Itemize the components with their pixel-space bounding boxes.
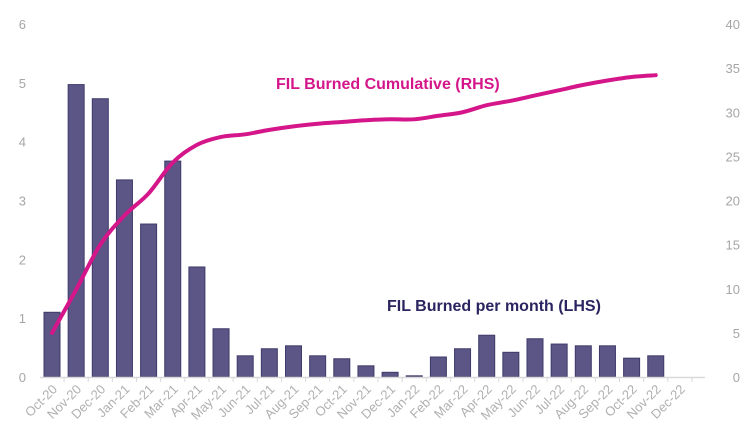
bar-may-21 <box>212 328 230 378</box>
right-tick-label: 10 <box>726 282 740 297</box>
bar-feb-21 <box>140 223 158 378</box>
bar-sep-22 <box>598 345 616 378</box>
right-tick-label: 15 <box>726 238 740 253</box>
bar-sep-21 <box>309 355 327 378</box>
line-series-label: FIL Burned Cumulative (RHS) <box>276 76 500 93</box>
left-tick-label: 1 <box>19 311 26 326</box>
right-tick-label: 40 <box>726 17 740 32</box>
cumulative-line <box>50 73 658 335</box>
right-tick-label: 20 <box>726 194 740 209</box>
bar-may-22 <box>502 351 520 378</box>
left-tick-label: 5 <box>19 76 26 91</box>
bar-series-label: FIL Burned per month (LHS) <box>387 298 601 315</box>
right-tick-label: 30 <box>726 105 740 120</box>
right-tick-label: 25 <box>726 149 740 164</box>
bar-oct-22 <box>623 357 641 378</box>
right-axis: 0 5 10 15 20 25 30 35 40 <box>726 17 740 385</box>
left-tick-label: 4 <box>19 135 26 150</box>
bar-aug-22 <box>574 345 592 378</box>
left-tick-label: 6 <box>19 17 26 32</box>
bar-oct-21 <box>333 358 351 378</box>
bar-mar-21 <box>164 160 182 378</box>
x-axis: Oct-20Nov-20Dec-20Jan-21Feb-21Mar-21Apr-… <box>22 377 693 423</box>
bar-jun-22 <box>526 338 544 378</box>
bar-mar-22 <box>454 348 472 378</box>
bar-aug-21 <box>285 345 302 378</box>
left-tick-label: 3 <box>19 194 26 209</box>
bar-series <box>43 84 665 378</box>
bar-feb-22 <box>429 356 447 378</box>
left-tick-label: 2 <box>19 252 26 267</box>
left-axis: 0 1 2 3 4 5 6 <box>19 17 26 385</box>
right-tick-label: 5 <box>733 326 740 341</box>
right-tick-label: 0 <box>733 370 740 385</box>
bar-nov-22 <box>647 355 665 378</box>
bar-dec-21 <box>381 371 399 378</box>
bar-nov-20 <box>67 84 85 378</box>
bar-apr-22 <box>478 334 496 378</box>
right-tick-label: 35 <box>726 61 740 76</box>
bar-jun-21 <box>236 355 254 378</box>
bar-nov-21 <box>357 365 375 378</box>
left-tick-label: 0 <box>19 370 26 385</box>
bar-apr-21 <box>188 266 206 378</box>
bar-jul-21 <box>260 348 278 378</box>
bar-jul-22 <box>550 343 568 378</box>
